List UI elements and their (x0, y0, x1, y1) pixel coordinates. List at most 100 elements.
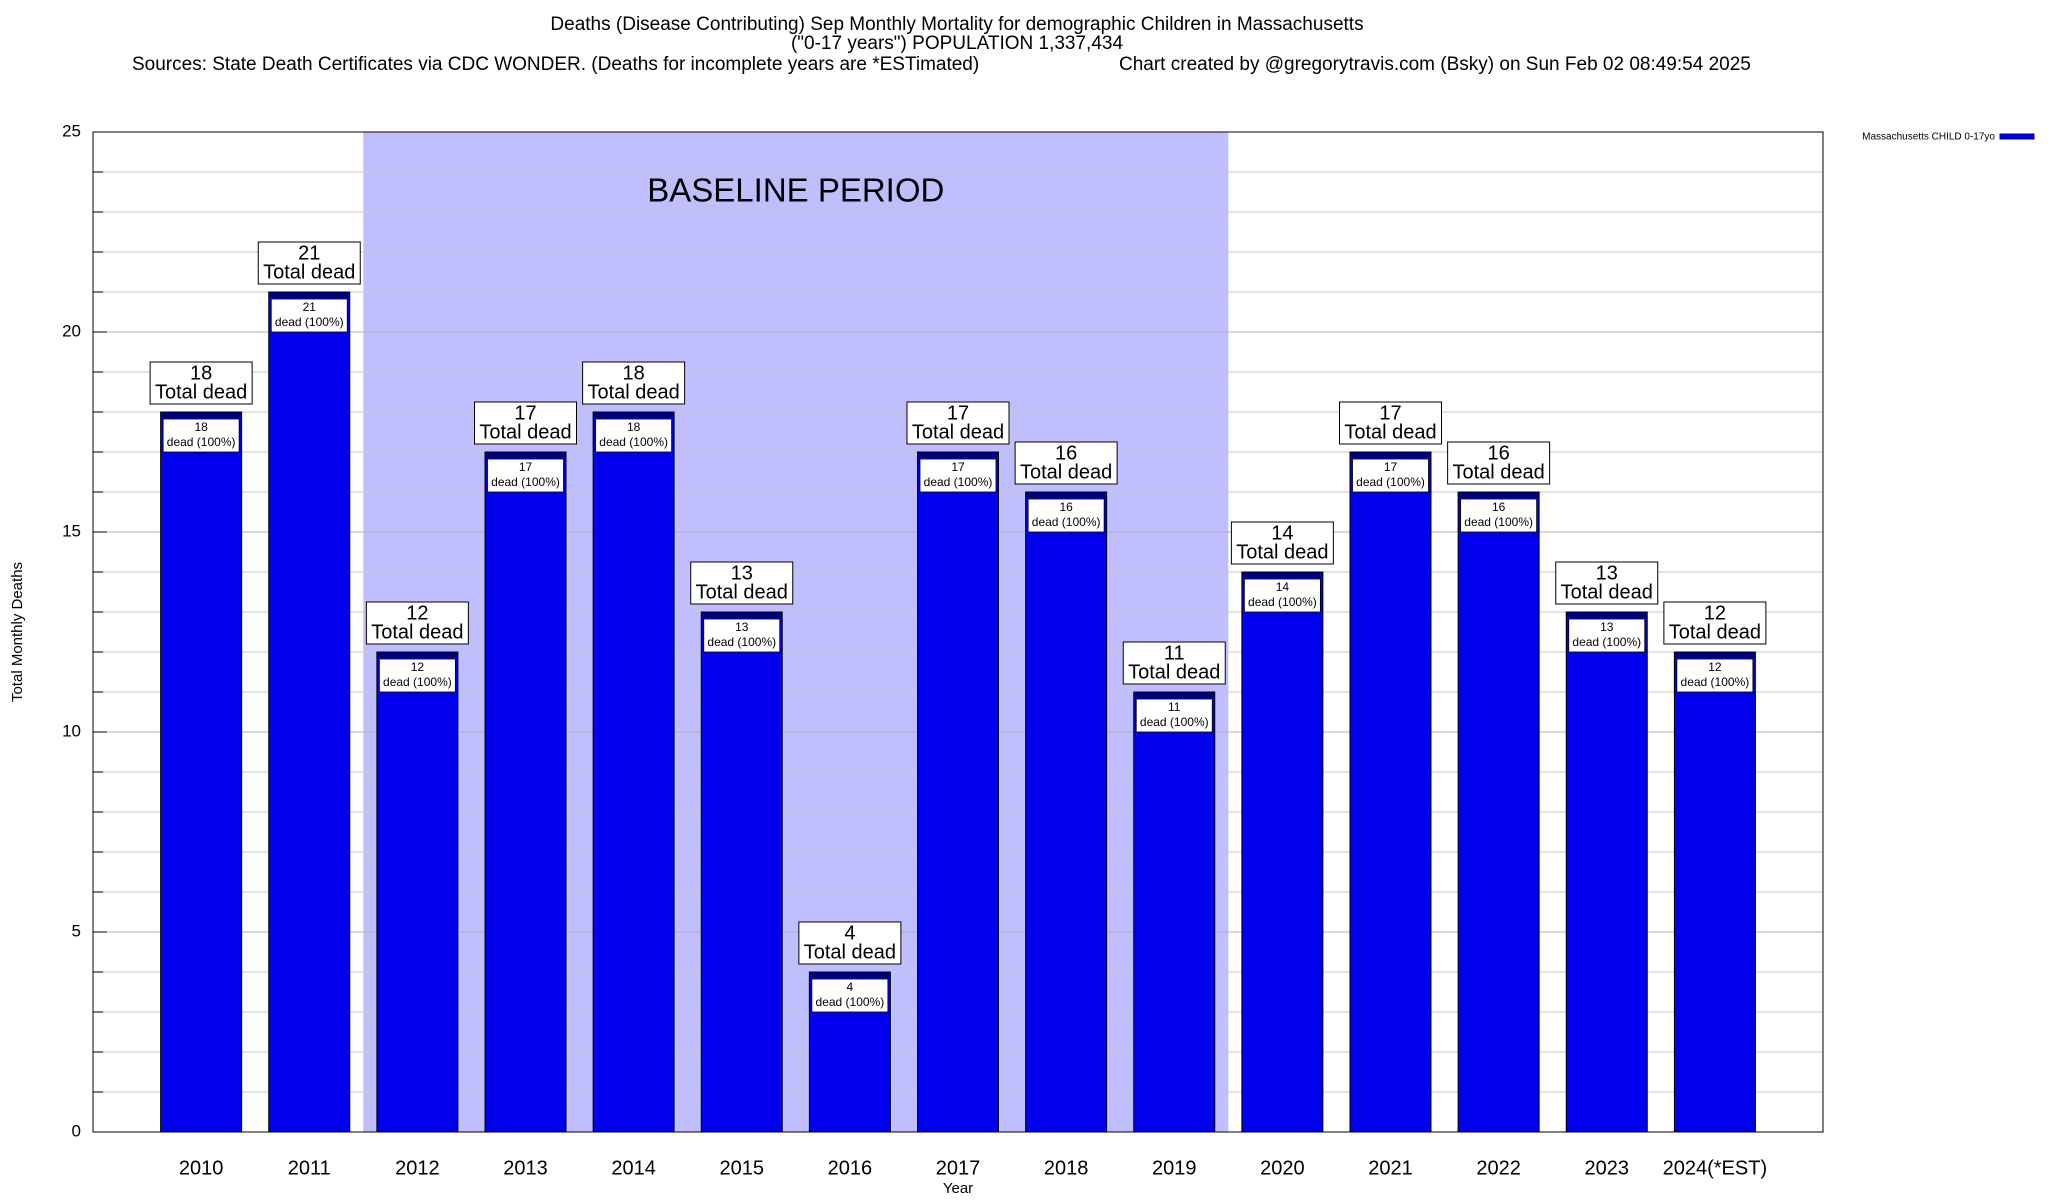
segment-value-label: 17 (1384, 460, 1398, 474)
segment-label: dead (100%) (1464, 515, 1533, 529)
bar (700, 611, 783, 1133)
bar-cap (809, 971, 891, 978)
y-tick-label: 20 (62, 321, 81, 340)
total-value-label: 18 (190, 362, 212, 384)
total-label: Total dead (1020, 461, 1112, 483)
segment-value-label: 18 (194, 420, 208, 434)
segment-value-label: 11 (1168, 700, 1181, 714)
segment-label: dead (100%) (924, 475, 993, 489)
bar (484, 451, 567, 1133)
total-label: Total dead (1669, 621, 1761, 643)
segment-label: dead (100%) (491, 475, 560, 489)
credit: Chart created by @gregorytravis.com (Bsk… (1119, 54, 1751, 75)
chart-title: Deaths (Disease Contributing) Sep Monthl… (550, 14, 1363, 35)
bar (1025, 491, 1108, 1133)
segment-value-label: 17 (951, 460, 965, 474)
segment-label: dead (100%) (1356, 475, 1425, 489)
x-tick-label: 2012 (395, 1157, 440, 1179)
total-label: Total dead (587, 381, 679, 403)
bar (1133, 691, 1216, 1133)
segment-value-label: 21 (303, 300, 317, 314)
bar (1565, 611, 1648, 1133)
segment-value-label: 13 (735, 620, 749, 634)
x-tick-label: 2020 (1260, 1157, 1305, 1179)
bar-cap (1025, 491, 1107, 498)
segment-label-box (1352, 458, 1429, 493)
total-label-box (1014, 441, 1118, 485)
total-value-label: 17 (947, 402, 969, 424)
bar-cap (701, 611, 783, 618)
segment-label-box (919, 458, 997, 493)
total-value-label: 16 (1055, 442, 1077, 464)
x-tick-label: 2015 (720, 1157, 765, 1179)
total-label: Total dead (1128, 661, 1220, 683)
bar (1241, 571, 1324, 1133)
y-tick-label: 15 (62, 521, 81, 540)
segment-label-box (162, 418, 240, 453)
segment-label-box (378, 658, 456, 693)
bar (268, 291, 351, 1133)
segment-value-label: 12 (411, 660, 425, 674)
total-label-box (1663, 601, 1767, 645)
y-tick-label: 10 (62, 721, 81, 740)
x-tick-label: 2014 (611, 1157, 656, 1179)
bar (592, 411, 675, 1133)
total-label-box (1555, 561, 1659, 605)
total-label: Total dead (1452, 461, 1544, 483)
segment-value-label: 16 (1059, 500, 1073, 514)
total-label-box (365, 601, 469, 645)
segment-label-box (1568, 618, 1646, 653)
total-label: Total dead (1236, 541, 1328, 563)
x-tick-label: 2018 (1044, 1157, 1089, 1179)
total-label-box (582, 361, 686, 405)
total-label-box (474, 401, 577, 445)
baseline-label: BASELINE PERIOD (647, 172, 944, 209)
y-tick-label: 5 (72, 921, 81, 940)
total-value-label: 11 (1164, 642, 1185, 664)
total-label: Total dead (371, 621, 463, 643)
x-tick-label: 2017 (936, 1157, 981, 1179)
segment-label-box (270, 298, 348, 333)
total-label-box (1230, 521, 1334, 565)
total-label-box (798, 921, 902, 965)
segment-label-box (487, 458, 564, 493)
segment-label-box (811, 978, 889, 1013)
sources: Sources: State Death Certificates via CD… (132, 54, 979, 75)
bar-cap (1674, 651, 1756, 658)
segment-label: dead (100%) (383, 675, 452, 689)
segment-value-label: 16 (1492, 500, 1506, 514)
y-tick-label: 25 (62, 121, 81, 140)
segment-value-label: 4 (847, 980, 854, 994)
legend-label: Massachusetts CHILD 0-17yo (1862, 132, 1995, 143)
bar-cap (484, 451, 567, 458)
x-tick-label: 2023 (1585, 1157, 1630, 1179)
segment-value-label: 12 (1708, 660, 1722, 674)
total-label: Total dead (155, 381, 247, 403)
total-value-label: 17 (514, 402, 536, 424)
bar (1673, 651, 1756, 1133)
total-value-label: 4 (844, 922, 855, 944)
bar-cap (268, 291, 350, 298)
segment-label: dead (100%) (1032, 515, 1101, 529)
segment-value-label: 17 (519, 460, 533, 474)
bar (376, 651, 459, 1133)
bar (160, 411, 243, 1133)
segment-label: dead (100%) (275, 315, 344, 329)
segment-label: dead (100%) (1681, 675, 1750, 689)
segment-label-box (595, 418, 673, 453)
x-tick-label: 2011 (288, 1157, 331, 1179)
x-tick-label: 2013 (503, 1157, 548, 1179)
bar-cap (1133, 691, 1215, 698)
segment-label: dead (100%) (1140, 715, 1209, 729)
chart-subtitle: ("0-17 years") POPULATION 1,337,434 (791, 33, 1123, 54)
bar (1349, 451, 1432, 1133)
segment-label: dead (100%) (816, 995, 885, 1009)
segment-label: dead (100%) (1572, 635, 1641, 649)
bar-cap (592, 411, 675, 418)
segment-value-label: 13 (1600, 620, 1614, 634)
y-axis-label: Total Monthly Deaths (9, 562, 26, 702)
total-label: Total dead (912, 421, 1004, 443)
total-value-label: 13 (1596, 562, 1618, 584)
total-label-box (1447, 441, 1551, 485)
